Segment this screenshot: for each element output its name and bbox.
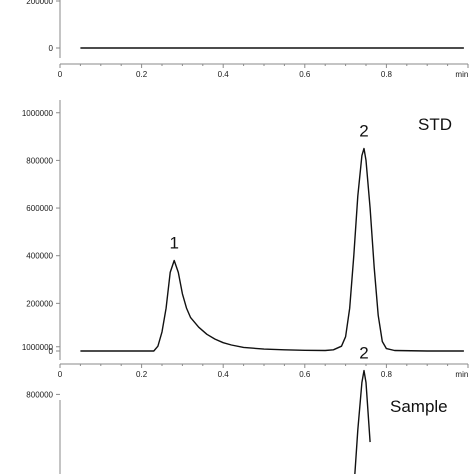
x-tick-label: 0	[58, 70, 63, 79]
x-tick-label: 0	[58, 370, 63, 379]
x-tick-label: 0.4	[218, 70, 230, 79]
x-tick-label: 0.2	[136, 70, 148, 79]
y-tick-label: 200000	[26, 0, 53, 6]
x-tick-label: 0.4	[218, 370, 230, 379]
chromatogram-trace	[80, 147, 464, 352]
x-axis-unit-label: min	[455, 70, 468, 79]
y-tick-label: 200000	[26, 299, 53, 308]
panel-title: STD	[418, 115, 452, 134]
y-tick-label: 800000	[26, 156, 53, 165]
peak-label: 1	[170, 233, 179, 252]
y-tick-label: 800000	[26, 390, 53, 399]
peak-label: 2	[359, 344, 368, 363]
x-tick-label: 0.8	[381, 70, 393, 79]
chromatogram-trace	[354, 369, 371, 474]
peak-label: 2	[359, 121, 368, 140]
y-tick-label: 1000000	[22, 109, 54, 118]
panel-title: Sample	[390, 397, 448, 416]
x-axis-unit-label: min	[455, 370, 468, 379]
x-tick-label: 0.2	[136, 370, 148, 379]
x-tick-label: 0.8	[381, 370, 393, 379]
y-tick-label: 1000000	[22, 343, 54, 352]
y-tick-label: 0	[49, 44, 54, 53]
x-tick-label: 0.6	[299, 70, 311, 79]
y-tick-label: 600000	[26, 204, 53, 213]
x-tick-label: 0.6	[299, 370, 311, 379]
y-tick-label: 400000	[26, 252, 53, 261]
y-tick-label: 0	[49, 347, 54, 356]
